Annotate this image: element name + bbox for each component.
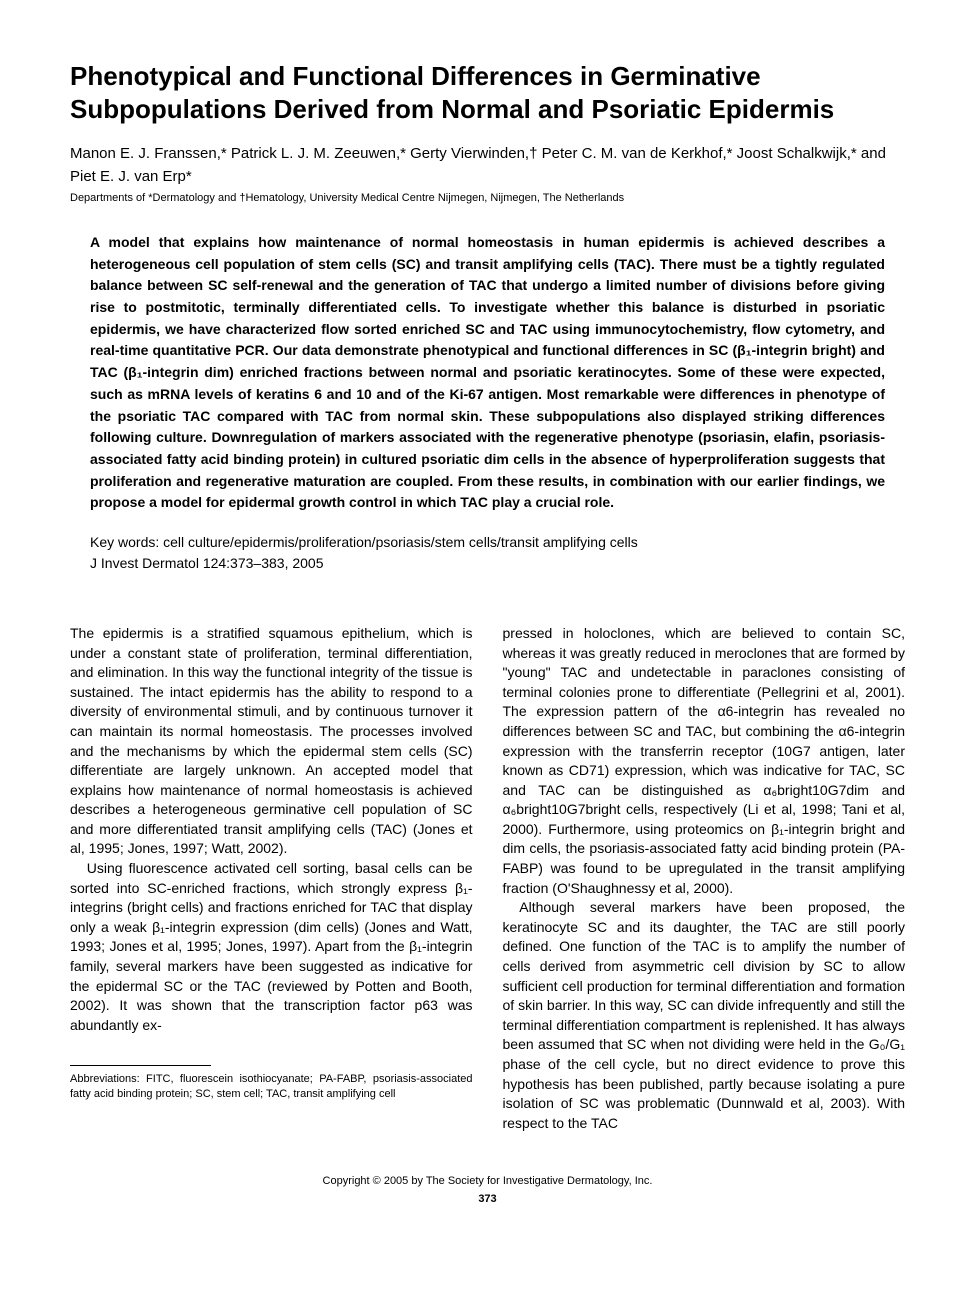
page-footer: Copyright © 2005 by The Society for Inve… [70,1173,905,1208]
body-paragraph: The epidermis is a stratified squamous e… [70,624,473,859]
column-right: pressed in holoclones, which are believe… [503,624,906,1133]
body-paragraph: Using fluorescence activated cell sortin… [70,859,473,1035]
journal-reference: J Invest Dermatol 124:373–383, 2005 [70,553,905,574]
keywords: Key words: cell culture/epidermis/prolif… [70,532,905,553]
abstract: A model that explains how maintenance of… [70,232,905,514]
affiliations: Departments of *Dermatology and †Hematol… [70,192,905,204]
copyright-line: Copyright © 2005 by The Society for Inve… [70,1173,905,1191]
article-title: Phenotypical and Functional Differences … [70,60,905,125]
column-left: The epidermis is a stratified squamous e… [70,624,473,1133]
body-paragraph: pressed in holoclones, which are believe… [503,624,906,898]
footnote-separator [70,1065,211,1066]
abbreviations-footnote: Abbreviations: FITC, fluorescein isothio… [70,1072,473,1102]
authors-list: Manon E. J. Franssen,* Patrick L. J. M. … [70,143,905,188]
page-number: 373 [70,1191,905,1209]
body-text-columns: The epidermis is a stratified squamous e… [70,624,905,1133]
body-paragraph: Although several markers have been propo… [503,898,906,1133]
